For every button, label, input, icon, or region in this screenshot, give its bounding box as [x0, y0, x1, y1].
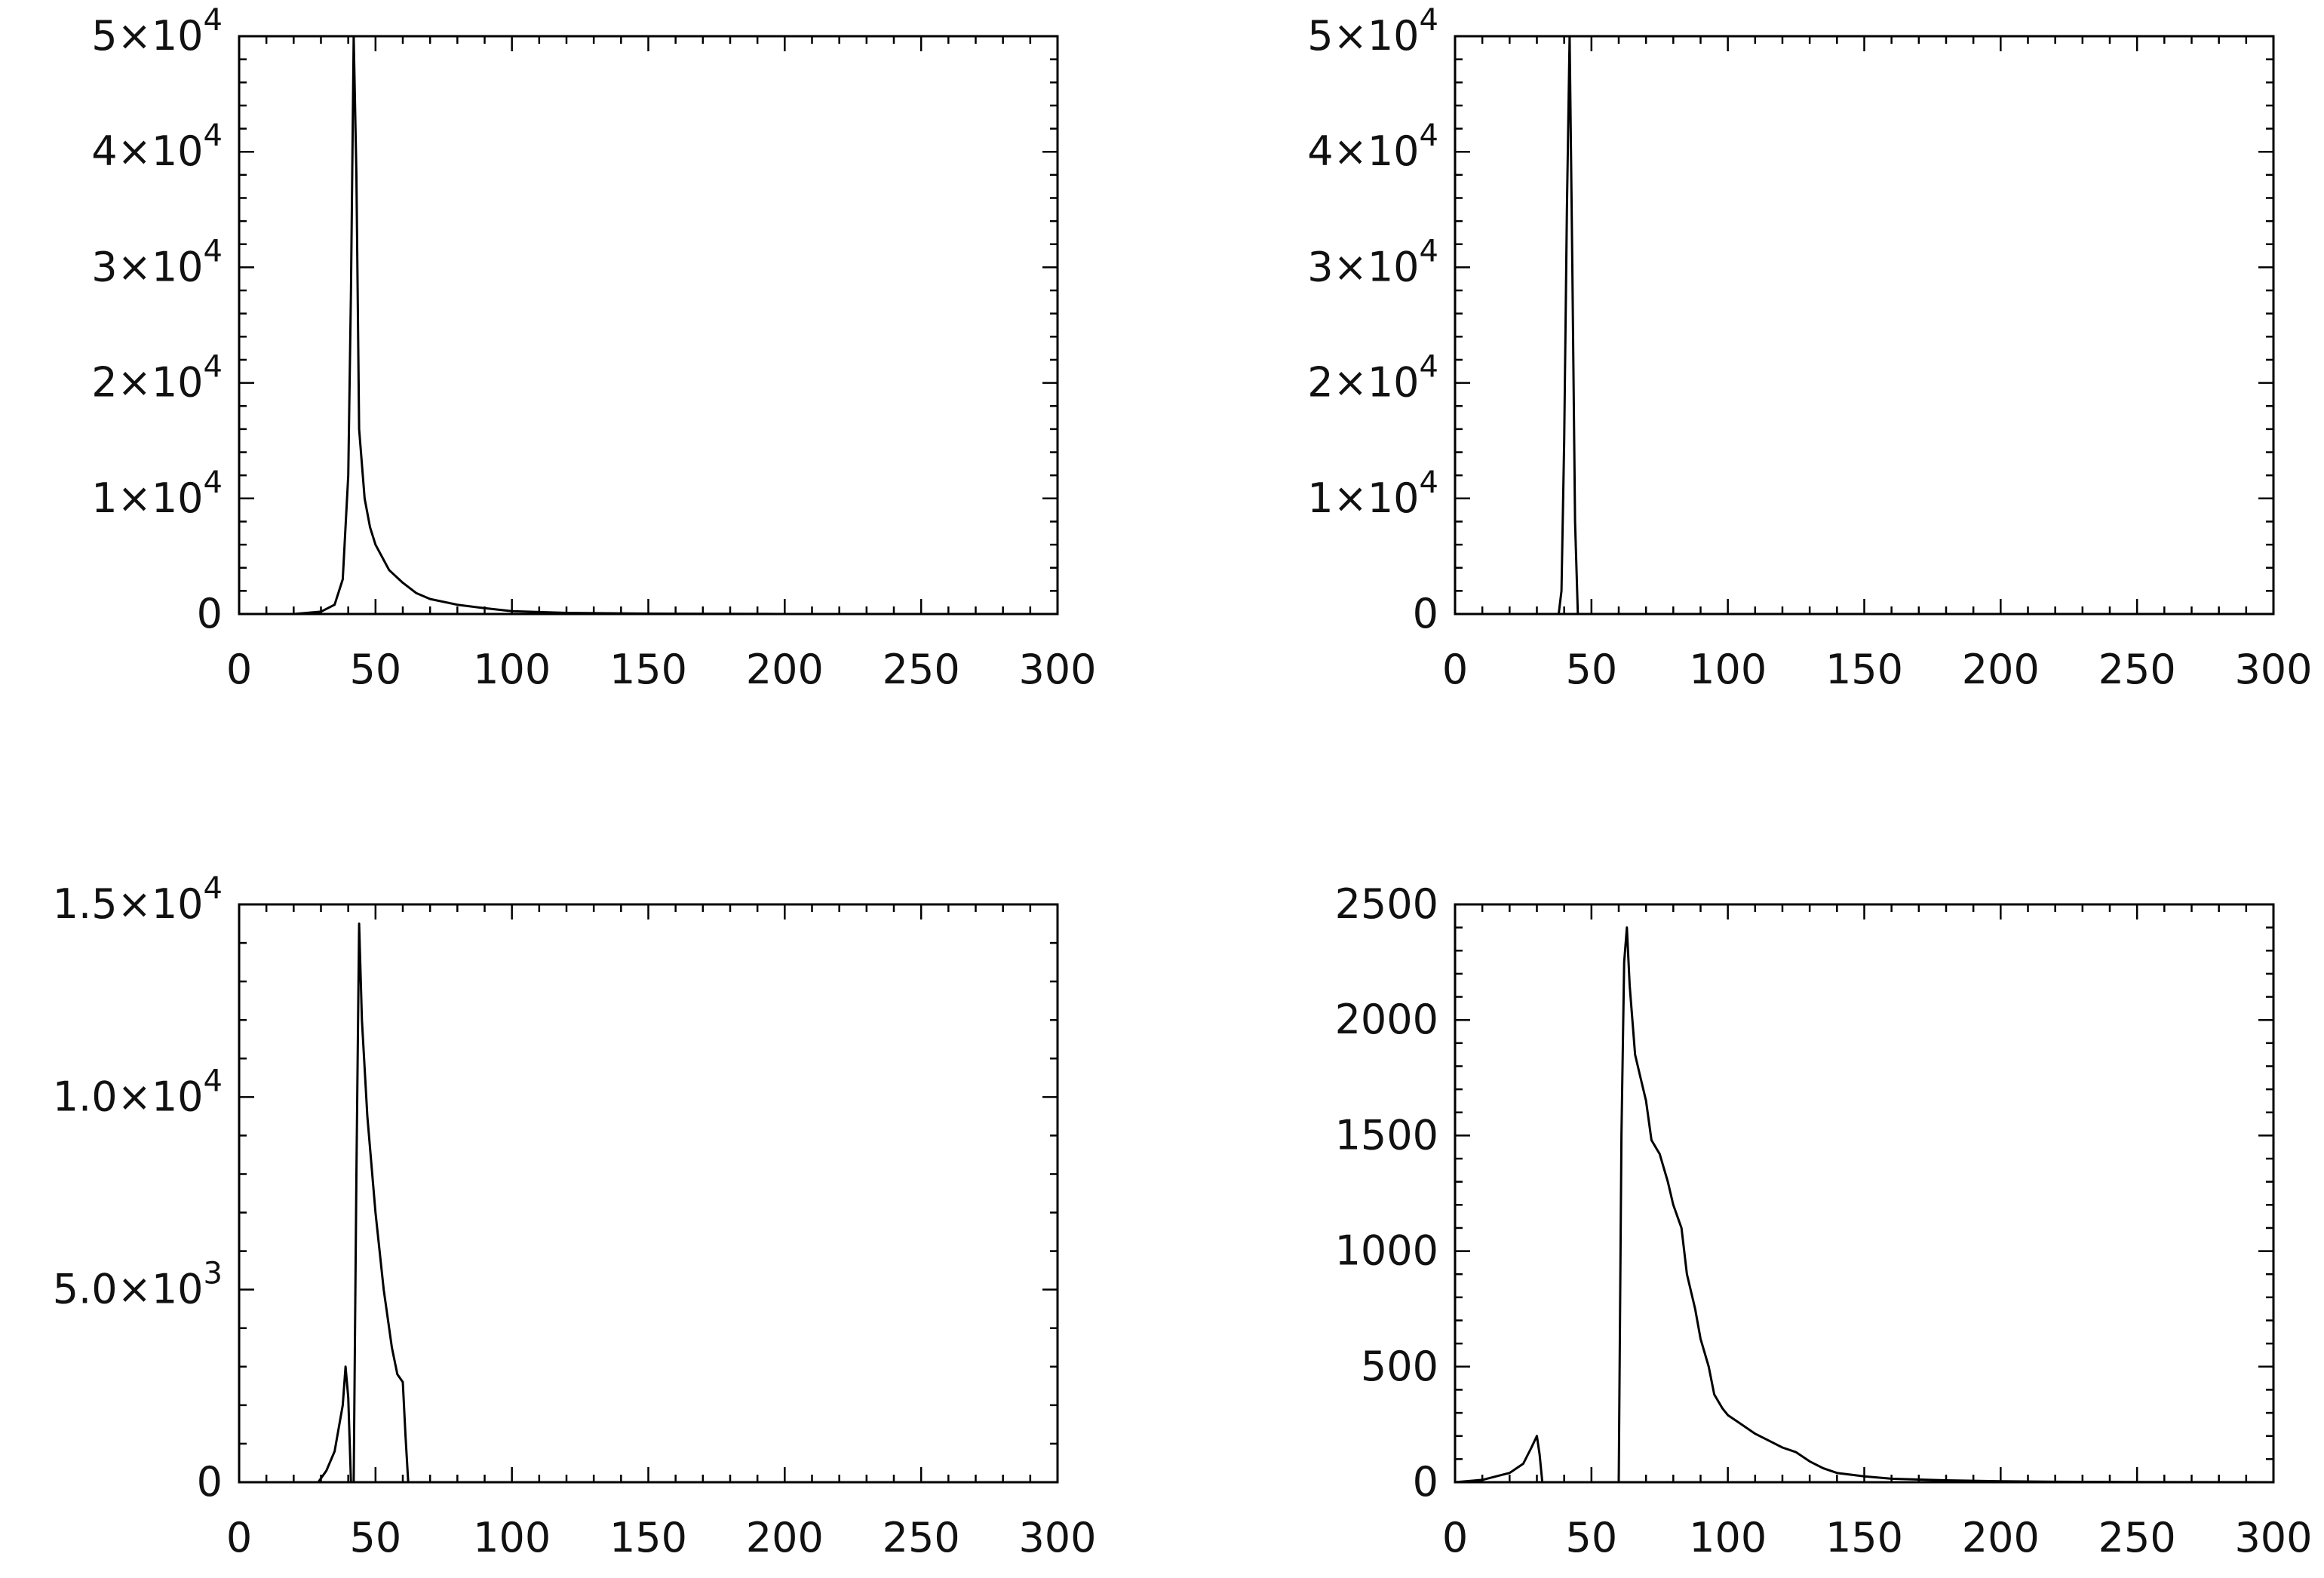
- x-tick-label: 200: [746, 646, 824, 693]
- x-tick-label: 200: [1962, 1514, 2040, 1561]
- plot-frame: [1454, 35, 2275, 616]
- x-tick-label: 50: [1565, 1514, 1617, 1561]
- series-line: [1454, 926, 2275, 1484]
- y-tick-label: 3×104: [91, 234, 223, 290]
- y-tick-label: 2000: [1335, 996, 1438, 1043]
- chart-panel-top-left: 0 50 100 150 200 250 300 0 1×104 2×104 3×104 4×104 5…: [91, 3, 1096, 693]
- chart-panel-bottom-right: 0 50 100 150 200 250 300 0 500 1000 1500 2000 2500: [1335, 880, 2313, 1561]
- y-tick-label: 2500: [1335, 880, 1438, 928]
- x-tick-label: 0: [226, 646, 252, 693]
- x-tick-label: 150: [609, 1514, 687, 1561]
- y-tick-label: 5.0×103: [53, 1257, 223, 1313]
- x-tick-label: 0: [1442, 646, 1468, 693]
- chart-panel-bottom-left: 0 50 100 150 200 250 300 0 5.0×103 1.0×104 1.5×104: [53, 871, 1097, 1561]
- x-tick-label: 300: [2234, 646, 2312, 693]
- y-tick-label: 1000: [1335, 1227, 1438, 1275]
- plot-frame: [1454, 903, 2275, 1484]
- x-tick-label: 300: [1018, 1514, 1096, 1561]
- y-tick-label: 0: [197, 1458, 223, 1506]
- chart-panel-top-right: 0 50 100 150 200 250 300 0 1×104 2×104 3×104 4×104 5…: [1307, 3, 2312, 693]
- x-tick-label: 100: [1689, 1514, 1767, 1561]
- y-tick-label: 1500: [1335, 1111, 1438, 1159]
- y-tick-label: 1.0×104: [53, 1064, 223, 1120]
- y-tick-label: 5×104: [1307, 3, 1438, 60]
- x-tick-label: 200: [1962, 646, 2040, 693]
- x-tick-label: 0: [1442, 1514, 1468, 1561]
- x-tick-label: 300: [1018, 646, 1096, 693]
- y-tick-label: 0: [1413, 1458, 1438, 1506]
- y-tick-label: 0: [1413, 590, 1438, 637]
- y-tick-label: 500: [1361, 1343, 1438, 1390]
- x-tick-label: 0: [226, 1514, 252, 1561]
- y-tick-label: 1×104: [1307, 465, 1438, 522]
- x-tick-label: 250: [883, 1514, 960, 1561]
- series-line: [1454, 35, 2275, 616]
- series-line: [238, 35, 1059, 616]
- x-tick-label: 50: [349, 1514, 401, 1561]
- y-tick-label: 3×104: [1307, 234, 1438, 290]
- x-tick-label: 200: [746, 1514, 824, 1561]
- series-line: [238, 923, 1059, 1484]
- y-tick-label: 4×104: [1307, 118, 1438, 175]
- y-tick-label: 4×104: [91, 118, 223, 175]
- plot-frame: [238, 35, 1059, 616]
- x-tick-label: 300: [2234, 1514, 2312, 1561]
- y-tick-label: 0: [197, 590, 223, 637]
- y-tick-label: 1×104: [91, 465, 223, 522]
- y-tick-label: 2×104: [1307, 350, 1438, 407]
- x-tick-label: 100: [1689, 646, 1767, 693]
- x-tick-label: 50: [349, 646, 401, 693]
- x-tick-label: 250: [2098, 1514, 2176, 1561]
- x-tick-label: 100: [473, 1514, 551, 1561]
- x-tick-label: 50: [1565, 646, 1617, 693]
- x-tick-label: 150: [1825, 1514, 1903, 1561]
- y-tick-label: 2×104: [91, 350, 223, 407]
- x-tick-label: 250: [883, 646, 960, 693]
- y-tick-label: 5×104: [91, 3, 223, 60]
- x-tick-label: 100: [473, 646, 551, 693]
- x-tick-label: 150: [1825, 646, 1903, 693]
- y-tick-label: 1.5×104: [53, 871, 223, 928]
- x-tick-label: 150: [609, 646, 687, 693]
- x-tick-label: 250: [2098, 646, 2176, 693]
